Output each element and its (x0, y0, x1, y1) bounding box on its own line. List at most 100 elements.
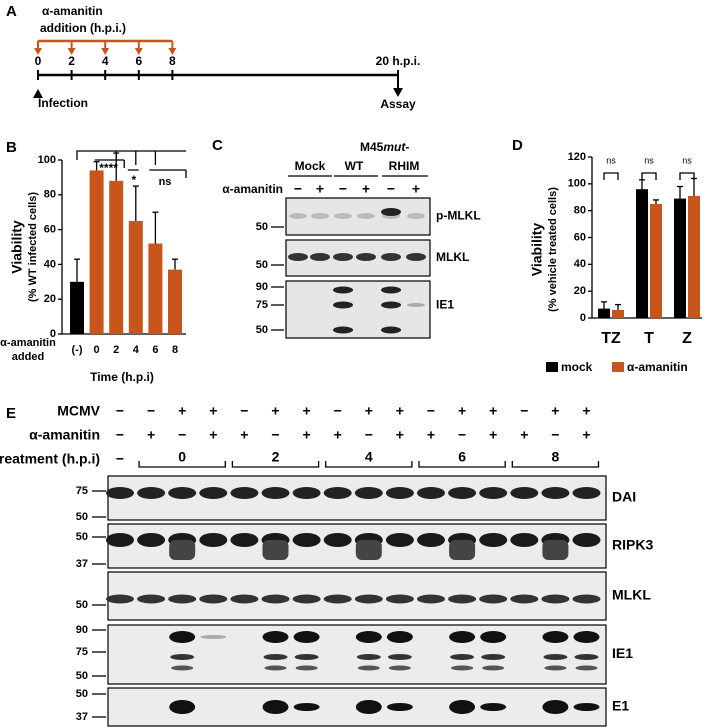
mw-marker: 50 (256, 324, 268, 336)
sig-label: ns (606, 155, 616, 165)
band (137, 487, 166, 499)
band (230, 487, 259, 499)
band (292, 533, 321, 547)
band (381, 286, 401, 294)
mw-marker: 50 (256, 221, 268, 233)
band (294, 654, 319, 660)
band (355, 700, 382, 714)
sign: + (365, 403, 373, 419)
arrow-head (67, 48, 76, 55)
band (333, 253, 353, 261)
band (333, 326, 353, 334)
sign: + (316, 181, 324, 197)
sig-label: ns (644, 155, 654, 165)
timeline-title: α-amanitin (42, 4, 103, 18)
legend-label: mock (561, 360, 593, 374)
band (106, 533, 134, 547)
band-label: IE1 (612, 645, 633, 661)
sig-label: **** (99, 161, 118, 175)
band (293, 631, 320, 643)
sign: − (178, 427, 186, 443)
mw-marker: 75 (76, 485, 88, 497)
y-axis-title: Viability (9, 220, 25, 274)
legend-swatch (546, 362, 558, 372)
sign: − (334, 403, 342, 419)
band (311, 213, 329, 219)
sign: + (489, 403, 497, 419)
bar (128, 220, 143, 334)
band (574, 654, 599, 660)
band (261, 594, 290, 604)
band (572, 594, 601, 604)
band (168, 487, 197, 499)
event-label: Assay (380, 97, 416, 111)
arrow-head (168, 48, 177, 55)
band (354, 594, 383, 604)
mw-marker: 50 (256, 259, 268, 271)
band (449, 631, 476, 643)
band-smear (169, 540, 196, 560)
sig-bracket (641, 172, 657, 180)
band (572, 533, 601, 547)
sign: + (458, 403, 466, 419)
y-tick-label: 100 (568, 178, 586, 190)
panel-label: D (512, 137, 523, 154)
band (334, 213, 352, 219)
band (355, 631, 382, 643)
bar (70, 281, 84, 334)
band (106, 487, 134, 499)
band (230, 533, 259, 547)
mw-marker: 90 (76, 624, 88, 636)
mw-marker: 50 (76, 688, 88, 700)
y-tick-label: 0 (580, 312, 586, 324)
band (357, 213, 375, 219)
band (106, 594, 134, 604)
band (385, 594, 414, 604)
sign: − (147, 403, 155, 419)
infection-arrow (33, 89, 43, 98)
band (381, 253, 401, 261)
timeline-end: 20 h.p.i. (376, 54, 421, 68)
mw-marker: 50 (76, 531, 88, 543)
sign: + (396, 427, 404, 443)
group-label: Mock (295, 159, 326, 173)
sign: − (116, 403, 124, 419)
band-label: p-MLKL (436, 209, 481, 223)
sign: + (396, 403, 404, 419)
sign: − (116, 451, 124, 467)
x-axis-title: Time (h.p.i) (90, 370, 154, 384)
band (199, 594, 228, 604)
band-smear (449, 540, 476, 560)
timeline-tick: 4 (102, 54, 109, 68)
band (170, 654, 195, 660)
band (323, 533, 352, 547)
y-tick-label: 80 (44, 189, 56, 201)
sign: − (271, 427, 279, 443)
group-name-italic: mut (383, 140, 406, 154)
band (417, 487, 445, 499)
x-tick-label: 0 (94, 344, 100, 356)
group-bracket (138, 461, 226, 468)
sign: − (427, 403, 435, 419)
y-tick-label: 60 (574, 231, 586, 243)
band (575, 665, 598, 671)
sign: + (303, 403, 311, 419)
bar (89, 170, 104, 334)
band (169, 631, 196, 643)
treatment-group: 4 (365, 449, 373, 465)
y-tick-label: 0 (50, 328, 56, 340)
band (449, 700, 476, 714)
band (479, 487, 508, 499)
y-axis-title: Viability (529, 223, 545, 277)
band (543, 654, 568, 660)
band (354, 487, 383, 499)
blot-strip (285, 280, 431, 339)
band (333, 301, 353, 309)
band (288, 253, 308, 261)
timeline-title: addition (h.p.i.) (40, 21, 126, 35)
assay-arrow (393, 88, 403, 97)
sign: + (240, 427, 248, 443)
band (323, 487, 352, 499)
band (295, 665, 318, 671)
group-label: RHIM (389, 159, 420, 173)
